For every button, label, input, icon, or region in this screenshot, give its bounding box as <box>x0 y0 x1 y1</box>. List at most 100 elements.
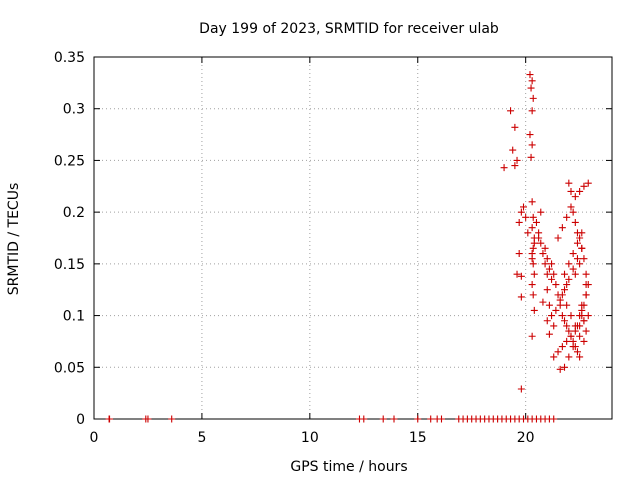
data-point <box>550 415 558 423</box>
data-point <box>545 265 553 273</box>
data-point <box>558 343 566 351</box>
y-tick-label: 0 <box>76 412 85 428</box>
data-point <box>561 317 569 325</box>
data-point <box>550 353 558 361</box>
data-point <box>527 153 535 161</box>
data-point <box>528 224 536 232</box>
data-points <box>105 71 592 423</box>
data-point <box>576 332 584 340</box>
data-point <box>390 415 398 423</box>
data-point <box>552 281 560 289</box>
data-point <box>554 234 562 242</box>
data-point <box>569 265 577 273</box>
data-point <box>537 208 545 216</box>
data-point <box>563 301 571 309</box>
data-point <box>511 162 519 170</box>
data-point <box>578 306 586 314</box>
data-point <box>563 213 571 221</box>
data-point <box>509 146 517 154</box>
data-point <box>573 255 581 263</box>
data-point <box>528 141 536 149</box>
data-point <box>580 182 588 190</box>
data-point <box>529 244 537 252</box>
data-point <box>517 293 525 301</box>
data-point <box>558 312 566 320</box>
data-point <box>532 218 540 226</box>
x-tick-label: 5 <box>197 430 206 446</box>
x-tick-label: 15 <box>409 430 427 446</box>
data-point <box>517 208 525 216</box>
x-axis-label: GPS time / hours <box>290 459 407 475</box>
data-point <box>571 193 579 201</box>
data-point <box>528 332 536 340</box>
data-point <box>569 250 577 258</box>
x-tick-label: 20 <box>517 430 535 446</box>
data-point <box>571 218 579 226</box>
data-point <box>556 365 564 373</box>
data-point <box>558 224 566 232</box>
data-point <box>528 281 536 289</box>
data-point <box>527 84 535 92</box>
data-point <box>578 244 586 252</box>
data-point <box>511 123 519 131</box>
data-point <box>530 239 538 247</box>
plot-frame <box>93 56 613 420</box>
data-point <box>561 363 569 371</box>
data-point <box>569 343 577 351</box>
data-point <box>530 270 538 278</box>
data-point <box>168 415 176 423</box>
data-point <box>584 179 592 187</box>
data-point <box>526 71 534 79</box>
y-tick-label: 0.25 <box>54 153 85 169</box>
data-point <box>571 322 579 330</box>
data-point <box>539 298 547 306</box>
data-point <box>543 255 551 263</box>
data-point <box>582 327 590 335</box>
chart-title: Day 199 of 2023, SRMTID for receiver ula… <box>199 21 499 37</box>
data-point <box>561 286 569 294</box>
data-point <box>571 270 579 278</box>
data-point <box>573 229 581 237</box>
data-point <box>563 281 571 289</box>
data-point <box>582 291 590 299</box>
data-point <box>565 260 573 268</box>
data-point <box>535 234 543 242</box>
data-point <box>582 270 590 278</box>
data-point <box>576 234 584 242</box>
data-point <box>565 179 573 187</box>
data-point <box>584 312 592 320</box>
grid-lines <box>94 57 612 419</box>
data-point <box>520 203 528 211</box>
data-point <box>526 131 534 139</box>
data-point <box>565 353 573 361</box>
data-point <box>517 272 525 280</box>
y-tick-label: 0.15 <box>54 257 85 273</box>
data-point <box>541 260 549 268</box>
data-point <box>554 348 562 356</box>
y-axis-label: SRMTID / TECUs <box>6 183 22 296</box>
data-point <box>513 270 521 278</box>
data-point <box>561 270 569 278</box>
data-point <box>500 164 508 172</box>
data-point <box>567 187 575 195</box>
data-point <box>524 229 532 237</box>
data-point <box>529 260 537 268</box>
data-point <box>144 415 152 423</box>
data-point <box>515 250 523 258</box>
data-point <box>529 94 537 102</box>
data-point <box>539 250 547 258</box>
data-point <box>548 312 556 320</box>
data-point <box>556 296 564 304</box>
data-point <box>580 337 588 345</box>
data-point <box>565 275 573 283</box>
x-tick-label: 0 <box>90 430 99 446</box>
y-tick-label: 0.1 <box>63 309 85 325</box>
data-point <box>580 317 588 325</box>
data-point <box>582 281 590 289</box>
data-point <box>379 415 387 423</box>
data-point <box>522 213 530 221</box>
data-point <box>515 218 523 226</box>
data-point <box>573 239 581 247</box>
data-point <box>427 415 435 423</box>
